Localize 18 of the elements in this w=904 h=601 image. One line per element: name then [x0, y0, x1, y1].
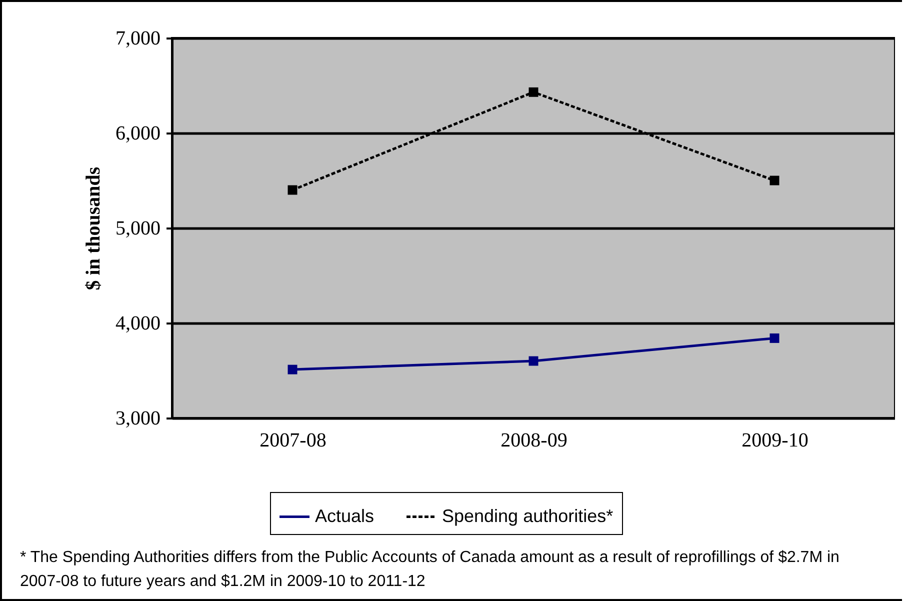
y-axis-title: $ in thousands — [82, 166, 104, 290]
point — [770, 176, 780, 186]
y-tick-label: 3,000 — [116, 408, 160, 430]
legend-label: Spending authorities* — [442, 506, 614, 526]
x-tick-label: 2009-10 — [742, 430, 808, 452]
y-tick-label: 5,000 — [116, 218, 160, 240]
point — [288, 364, 298, 374]
text: * The Spending Authorities differs from the Public Accounts of Canada amount as a result of reprofillings of $2.7M in 2007-08 to future years and $1.2M in 2009-10 to 2011-12 — [20, 548, 840, 592]
y-tick-label: 7,000 — [116, 28, 160, 50]
legend-label: Actuals — [315, 506, 374, 526]
point — [770, 333, 780, 343]
point — [528, 87, 538, 97]
y-tick-label: 6,000 — [116, 122, 160, 144]
y-tick-label: 4,000 — [116, 312, 160, 334]
x-tick-label: 2007-08 — [260, 430, 326, 452]
x-tick-label: 2008-09 — [500, 430, 568, 452]
point — [528, 356, 538, 366]
point — [288, 185, 298, 195]
